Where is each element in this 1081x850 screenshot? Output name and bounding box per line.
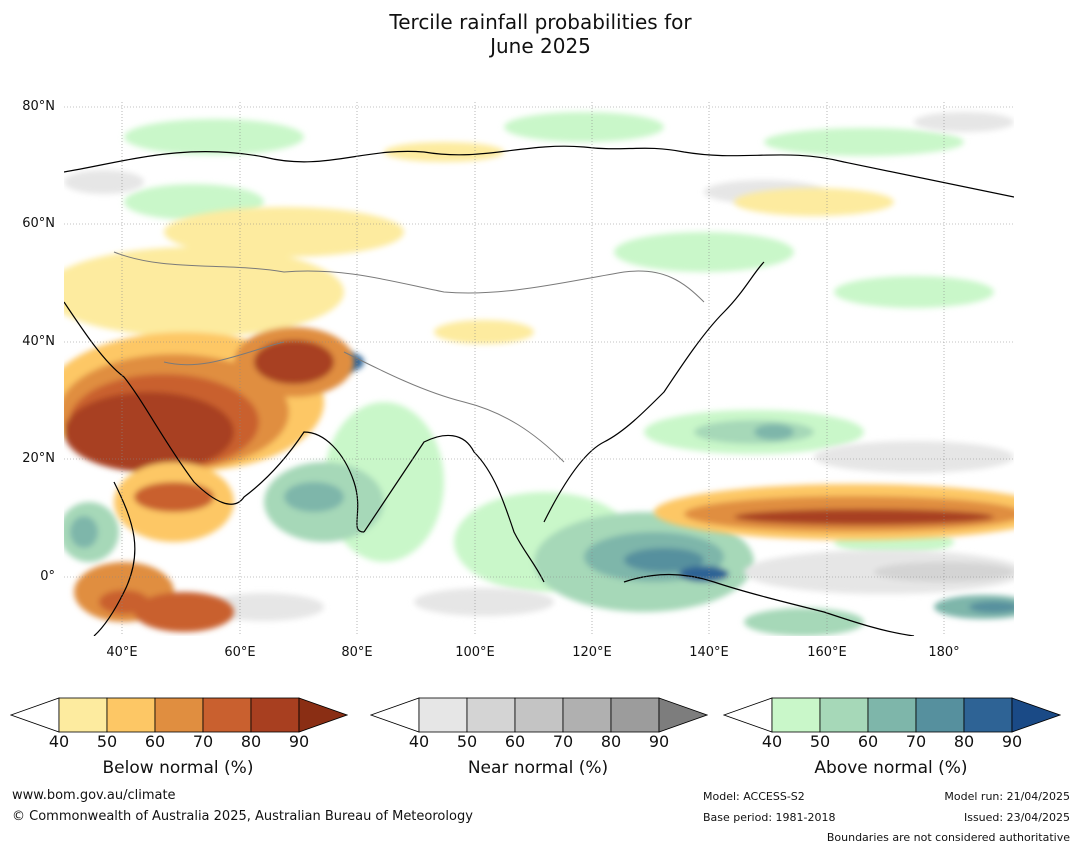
below-normal-swatch — [58, 697, 108, 733]
above-normal-swatch — [915, 697, 965, 733]
near-normal-over-triangle — [658, 697, 708, 733]
near-normal-swatch — [418, 697, 468, 733]
above-normal-swatch — [963, 697, 1013, 733]
above-normal-colorbar — [723, 697, 1061, 733]
footer-disclaimer: Boundaries are not considered authoritat… — [826, 831, 1070, 844]
near-normal-swatch — [610, 697, 660, 733]
below-normal-tick-label: 50 — [96, 732, 118, 751]
title-line-2: June 2025 — [490, 34, 591, 58]
above-normal-tick-label: 40 — [761, 732, 783, 751]
chart-title: Tercile rainfall probabilities for June … — [0, 10, 1081, 58]
below-normal-tick-label: 60 — [144, 732, 166, 751]
lon-label-100e: 100°E — [455, 645, 495, 660]
footer-url: www.bom.gov.au/climate — [12, 788, 176, 803]
near-normal-tick-label: 60 — [504, 732, 526, 751]
rainfall-probability-map — [64, 102, 1014, 636]
below-normal-over-triangle — [298, 697, 348, 733]
country-borders — [113, 251, 705, 463]
near-normal-swatch — [562, 697, 612, 733]
near-normal-tick-label: 40 — [408, 732, 430, 751]
above-normal-swatch — [819, 697, 869, 733]
near-normal-tick-label: 70 — [552, 732, 574, 751]
near-normal-swatch — [466, 697, 516, 733]
footer-issued: Issued: 23/04/2025 — [963, 811, 1070, 824]
above-normal-legend-title: Above normal (%) — [814, 758, 968, 778]
lon-label-140e: 140°E — [689, 645, 729, 660]
below-normal-swatch — [106, 697, 156, 733]
coastlines — [64, 145, 1014, 636]
above-normal-over-triangle — [1011, 697, 1061, 733]
near-normal-tick-label: 80 — [600, 732, 622, 751]
near-normal-under-triangle — [370, 697, 420, 733]
lon-label-180: 180° — [928, 645, 960, 660]
footer-model-run: Model run: 21/04/2025 — [944, 790, 1070, 803]
lat-label-60n: 60°N — [22, 216, 55, 231]
below-normal-tick-label: 40 — [48, 732, 70, 751]
footer-base-period: Base period: 1981-2018 — [703, 811, 836, 824]
near-normal-tick-label: 50 — [456, 732, 478, 751]
below-normal-tick-label: 70 — [192, 732, 214, 751]
lon-label-60e: 60°E — [224, 645, 256, 660]
lon-label-120e: 120°E — [572, 645, 612, 660]
below-normal-under-triangle — [10, 697, 60, 733]
footer-model: Model: ACCESS-S2 — [703, 790, 805, 803]
below-normal-legend-title: Below normal (%) — [102, 758, 254, 778]
lon-label-80e: 80°E — [341, 645, 373, 660]
lat-label-20n: 20°N — [22, 451, 55, 466]
above-normal-tick-label: 70 — [905, 732, 927, 751]
lat-label-80n: 80°N — [22, 99, 55, 114]
above-normal-tick-label: 60 — [857, 732, 879, 751]
lat-label-40n: 40°N — [22, 334, 55, 349]
lon-label-160e: 160°E — [807, 645, 847, 660]
above-normal-tick-label: 90 — [1001, 732, 1023, 751]
below-normal-colorbar — [10, 697, 348, 733]
gridlines — [64, 102, 1014, 636]
title-line-1: Tercile rainfall probabilities for — [389, 10, 692, 34]
below-normal-swatch — [154, 697, 204, 733]
near-normal-legend-title: Near normal (%) — [467, 758, 609, 778]
near-normal-colorbar — [370, 697, 708, 733]
below-normal-swatch — [202, 697, 252, 733]
above-normal-swatch — [771, 697, 821, 733]
above-normal-tick-label: 50 — [809, 732, 831, 751]
above-normal-swatch — [867, 697, 917, 733]
lon-label-40e: 40°E — [106, 645, 138, 660]
below-normal-regions — [64, 142, 1014, 632]
above-normal-under-triangle — [723, 697, 773, 733]
near-normal-tick-label: 90 — [648, 732, 670, 751]
lat-label-0: 0° — [40, 569, 55, 584]
footer-copyright: © Commonwealth of Australia 2025, Austra… — [12, 809, 473, 824]
near-normal-swatch — [514, 697, 564, 733]
below-normal-tick-label: 80 — [240, 732, 262, 751]
map-svg — [64, 102, 1014, 636]
below-normal-tick-label: 90 — [288, 732, 310, 751]
below-normal-swatch — [250, 697, 300, 733]
above-normal-tick-label: 80 — [953, 732, 975, 751]
